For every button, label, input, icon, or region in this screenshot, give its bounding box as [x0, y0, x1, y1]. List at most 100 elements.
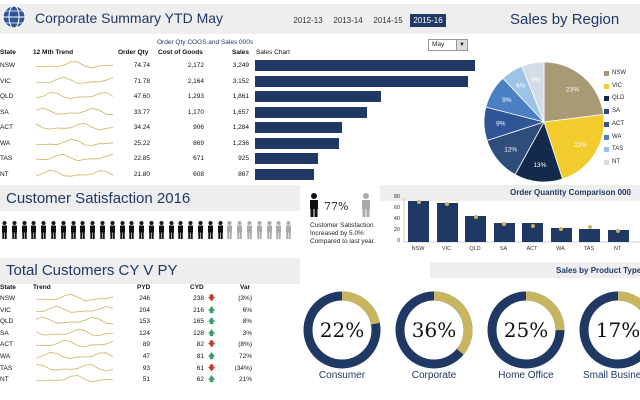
legend-item-vic: VIC [604, 83, 622, 89]
compare-bar-cy [493, 223, 515, 242]
cust-pyd: 204 [139, 306, 150, 314]
region-cogs: 1,293 [187, 93, 204, 100]
sales-bar [255, 60, 475, 71]
globe-icon [2, 5, 26, 29]
compare-bar-cy [579, 229, 600, 242]
person-icon [227, 221, 233, 239]
legend-swatch [604, 83, 609, 89]
region-order-qty: 25.22 [133, 139, 150, 147]
col-order-qty: Order Qty [118, 49, 149, 56]
legend-item-qld: QLD [604, 95, 625, 102]
person-icon [256, 221, 262, 239]
region-state: TAS [0, 155, 13, 162]
pie-label-qld: 13% [533, 162, 546, 169]
category-label: ACT [526, 246, 538, 252]
region-cogs: 2,172 [187, 62, 204, 69]
person-icon [286, 221, 292, 239]
sales-region-pie: 23% 22% 13% 12% 9% 9% 6% 6% [483, 61, 605, 183]
cust-pyd: 153 [139, 318, 150, 326]
region-order-qty: 21.80 [133, 170, 150, 178]
sparkline-region-5 [36, 138, 114, 146]
arrow-up-icon: 🡅 [208, 329, 216, 337]
legend-item-nt: NT [604, 159, 620, 165]
pie-label-nsw: 23% [566, 87, 579, 94]
person-icon [168, 221, 174, 239]
month-dropdown-value: May [432, 41, 445, 48]
cust-var: 8% [242, 318, 252, 326]
sparkline-region-4 [36, 122, 114, 131]
person-icon [217, 221, 223, 239]
pie-slice-nt [521, 61, 545, 123]
sparkline-cust-2 [36, 316, 114, 325]
sales-bar [255, 122, 342, 133]
col-sales: Sales [232, 49, 249, 56]
cust-cyd: 81 [196, 353, 204, 360]
person-icon [266, 221, 272, 239]
person-icon [51, 221, 56, 239]
cust-cyd: 216 [193, 306, 204, 314]
legend-swatch [604, 147, 609, 153]
sparkline-region-1 [36, 76, 114, 84]
category-label: NSW [411, 246, 425, 252]
cust-var: (34%) [234, 364, 252, 372]
y-tick-label: 40 [393, 216, 400, 222]
sparkline-cust-7 [36, 375, 114, 383]
person-icon [11, 221, 17, 239]
customers-title: Total Customers CY V PY [6, 262, 178, 279]
person-icon [207, 221, 213, 239]
region-state: VIC [0, 77, 11, 85]
cust-var: 72% [238, 353, 252, 360]
legend-item-wa: WA [604, 134, 621, 140]
donut-home-office [487, 291, 565, 369]
satisfaction-pct: 77% [324, 200, 349, 213]
sales-bar [255, 106, 368, 118]
donut-label: Small Business [583, 370, 640, 381]
sparkline-cust-4 [36, 340, 114, 348]
cust-state: WA [0, 353, 11, 360]
arrow-down-icon: 🡇 [208, 295, 216, 302]
region-state: SA [0, 108, 9, 116]
arrow-up-icon: 🡅 [208, 376, 216, 384]
region-cogs: 2,164 [187, 77, 204, 85]
cust-var: (8%) [238, 341, 252, 349]
cust-col-var: Var [240, 284, 251, 291]
year-tab-2014-15[interactable]: 2014-15 [373, 16, 403, 25]
year-tab-2015-16[interactable]: 2015-16 [410, 14, 446, 27]
pie-slice-nsw [543, 61, 604, 123]
cust-var: (3%) [238, 295, 252, 302]
y-tick-label: 60 [393, 205, 400, 211]
cust-var: 21% [238, 376, 252, 384]
legend-label: QLD [612, 95, 625, 102]
chevron-down-icon[interactable]: ▼ [456, 40, 467, 50]
donut-label: Consumer [318, 370, 366, 381]
sparkline-cust-3 [36, 328, 114, 336]
compare-marker-py [530, 223, 535, 228]
person-icon [178, 221, 184, 239]
donut-pct: 25% [503, 318, 549, 342]
y-tick-label: 20 [393, 227, 400, 233]
sales-region-title: Sales by Region [510, 11, 620, 28]
month-dropdown[interactable]: May ▼ [428, 39, 468, 51]
legend-swatch [604, 159, 609, 165]
cust-pyd: 51 [142, 376, 150, 384]
sparkline-cust-0 [36, 293, 114, 302]
region-sales: 1,657 [232, 108, 249, 116]
legend-item-act: ACT [604, 121, 624, 127]
sparkline-cust-1 [36, 305, 114, 313]
satisfaction-bar [0, 185, 300, 211]
year-tab-2012-13[interactable]: 2012-13 [293, 16, 323, 25]
arrow-down-icon: 🡇 [208, 364, 216, 372]
donut-pct: 36% [411, 318, 457, 342]
region-sales: 3,152 [232, 77, 249, 85]
cust-pyd: 93 [142, 364, 150, 372]
cust-state: ACT [0, 341, 13, 349]
cust-col-trend: Trend [33, 284, 51, 291]
sparkline-region-6 [36, 153, 114, 162]
year-tab-2013-14[interactable]: 2013-14 [333, 16, 363, 25]
region-order-qty: 47.60 [133, 93, 150, 100]
donut-label: Home Office [498, 370, 554, 381]
category-label: NT [613, 246, 622, 252]
person-icon [21, 221, 27, 239]
cust-state: SA [0, 329, 9, 337]
chart-caption: Order Qty COGS and Sales 000s [157, 39, 254, 46]
